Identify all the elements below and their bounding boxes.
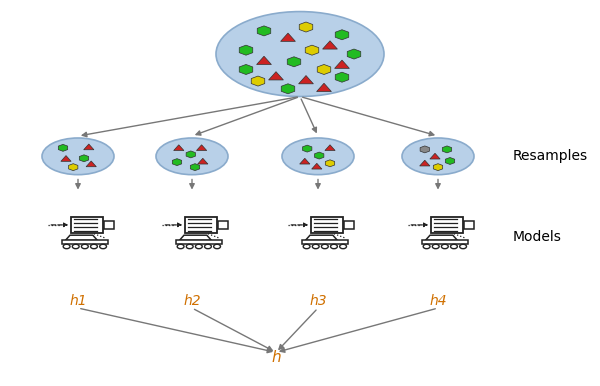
Polygon shape	[173, 145, 184, 151]
Polygon shape	[172, 159, 182, 166]
Text: h1: h1	[69, 294, 87, 308]
Polygon shape	[430, 153, 440, 159]
Text: h2: h2	[183, 294, 201, 308]
Ellipse shape	[216, 12, 384, 96]
FancyBboxPatch shape	[218, 221, 229, 229]
Text: h4: h4	[429, 294, 447, 308]
Polygon shape	[420, 146, 430, 153]
Polygon shape	[86, 161, 97, 167]
Circle shape	[331, 244, 337, 249]
Polygon shape	[79, 155, 89, 162]
Polygon shape	[425, 235, 457, 240]
Ellipse shape	[156, 138, 228, 174]
FancyBboxPatch shape	[176, 240, 221, 244]
FancyBboxPatch shape	[185, 217, 217, 233]
Circle shape	[340, 244, 347, 249]
Polygon shape	[299, 76, 313, 84]
Polygon shape	[347, 49, 361, 59]
Circle shape	[423, 244, 430, 249]
Polygon shape	[179, 235, 211, 240]
FancyBboxPatch shape	[311, 217, 343, 233]
Circle shape	[442, 244, 448, 249]
Polygon shape	[299, 158, 310, 164]
Polygon shape	[325, 160, 335, 167]
Polygon shape	[58, 144, 68, 151]
Polygon shape	[302, 145, 312, 152]
Polygon shape	[433, 164, 443, 171]
Ellipse shape	[282, 138, 354, 174]
Circle shape	[63, 244, 70, 249]
Polygon shape	[317, 83, 331, 91]
Polygon shape	[269, 72, 283, 80]
FancyBboxPatch shape	[344, 221, 355, 229]
Polygon shape	[281, 84, 295, 94]
Circle shape	[91, 244, 97, 249]
Polygon shape	[239, 64, 253, 74]
Polygon shape	[305, 235, 337, 240]
Text: h3: h3	[309, 294, 327, 308]
Polygon shape	[83, 144, 94, 150]
Circle shape	[214, 244, 221, 249]
Polygon shape	[281, 33, 295, 41]
Polygon shape	[299, 22, 313, 32]
Circle shape	[82, 244, 88, 249]
Polygon shape	[65, 235, 97, 240]
Polygon shape	[335, 30, 349, 40]
Polygon shape	[314, 152, 324, 159]
FancyBboxPatch shape	[464, 221, 475, 229]
FancyBboxPatch shape	[71, 217, 103, 233]
FancyBboxPatch shape	[302, 240, 347, 244]
FancyBboxPatch shape	[422, 240, 467, 244]
Polygon shape	[197, 158, 208, 164]
Polygon shape	[442, 146, 452, 153]
Polygon shape	[325, 145, 335, 151]
Ellipse shape	[402, 138, 474, 174]
Circle shape	[205, 244, 211, 249]
Polygon shape	[257, 56, 271, 64]
Circle shape	[73, 244, 79, 249]
Polygon shape	[335, 60, 349, 68]
Polygon shape	[323, 41, 337, 49]
Polygon shape	[239, 45, 253, 55]
Circle shape	[432, 244, 439, 249]
Polygon shape	[335, 72, 349, 82]
Text: Models: Models	[513, 230, 562, 244]
Circle shape	[196, 244, 202, 249]
Polygon shape	[186, 151, 196, 158]
FancyBboxPatch shape	[62, 240, 107, 244]
Circle shape	[451, 244, 457, 249]
Polygon shape	[190, 164, 200, 171]
Polygon shape	[305, 45, 319, 55]
Polygon shape	[317, 64, 331, 74]
Polygon shape	[445, 157, 455, 164]
Circle shape	[322, 244, 328, 249]
Polygon shape	[68, 164, 78, 171]
Polygon shape	[196, 145, 207, 151]
FancyBboxPatch shape	[104, 221, 115, 229]
Polygon shape	[251, 76, 265, 86]
Circle shape	[187, 244, 193, 249]
Circle shape	[303, 244, 310, 249]
Polygon shape	[419, 160, 430, 166]
Circle shape	[177, 244, 184, 249]
Circle shape	[313, 244, 319, 249]
FancyBboxPatch shape	[431, 217, 463, 233]
Polygon shape	[287, 57, 301, 67]
Polygon shape	[257, 26, 271, 36]
Polygon shape	[311, 163, 322, 169]
Polygon shape	[61, 156, 71, 161]
Circle shape	[100, 244, 107, 249]
Circle shape	[460, 244, 467, 249]
Ellipse shape	[42, 138, 114, 174]
Text: Resamples: Resamples	[513, 149, 588, 163]
Text: h: h	[271, 350, 281, 364]
